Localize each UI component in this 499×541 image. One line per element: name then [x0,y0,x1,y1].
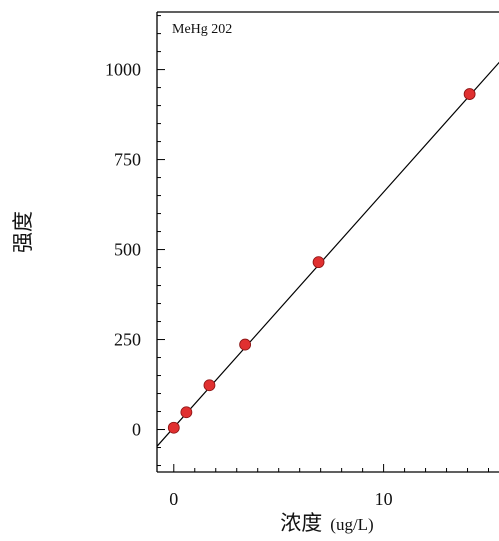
plot-frame [156,11,499,473]
y-tick-label: 0 [132,420,141,440]
x-tick-label: 0 [169,489,178,509]
fit-line [156,61,499,447]
y-tick-label: 500 [114,240,141,260]
y-axis-title: 强度 [11,211,35,253]
data-point [312,256,325,269]
series-annotation: MeHg 202 [172,22,232,37]
y-tick-label: 250 [114,330,141,350]
x-axis-label: 浓度 [280,511,322,535]
axis-ticks [157,15,490,472]
data-points [167,88,476,434]
tick-labels: 0 250 500 750 1000 0 10 [105,60,393,509]
data-point [463,88,476,100]
x-axis-title: 浓度 (ug/L) [280,511,373,535]
y-tick-label: 1000 [105,60,141,80]
data-point [180,406,193,419]
data-point [203,379,216,392]
data-point [239,338,252,351]
fit-line-layer [156,61,499,447]
x-axis-unit: (ug/L) [330,515,373,534]
x-tick-label: 10 [375,489,393,509]
y-tick-label: 750 [114,150,141,170]
data-point [167,421,180,434]
